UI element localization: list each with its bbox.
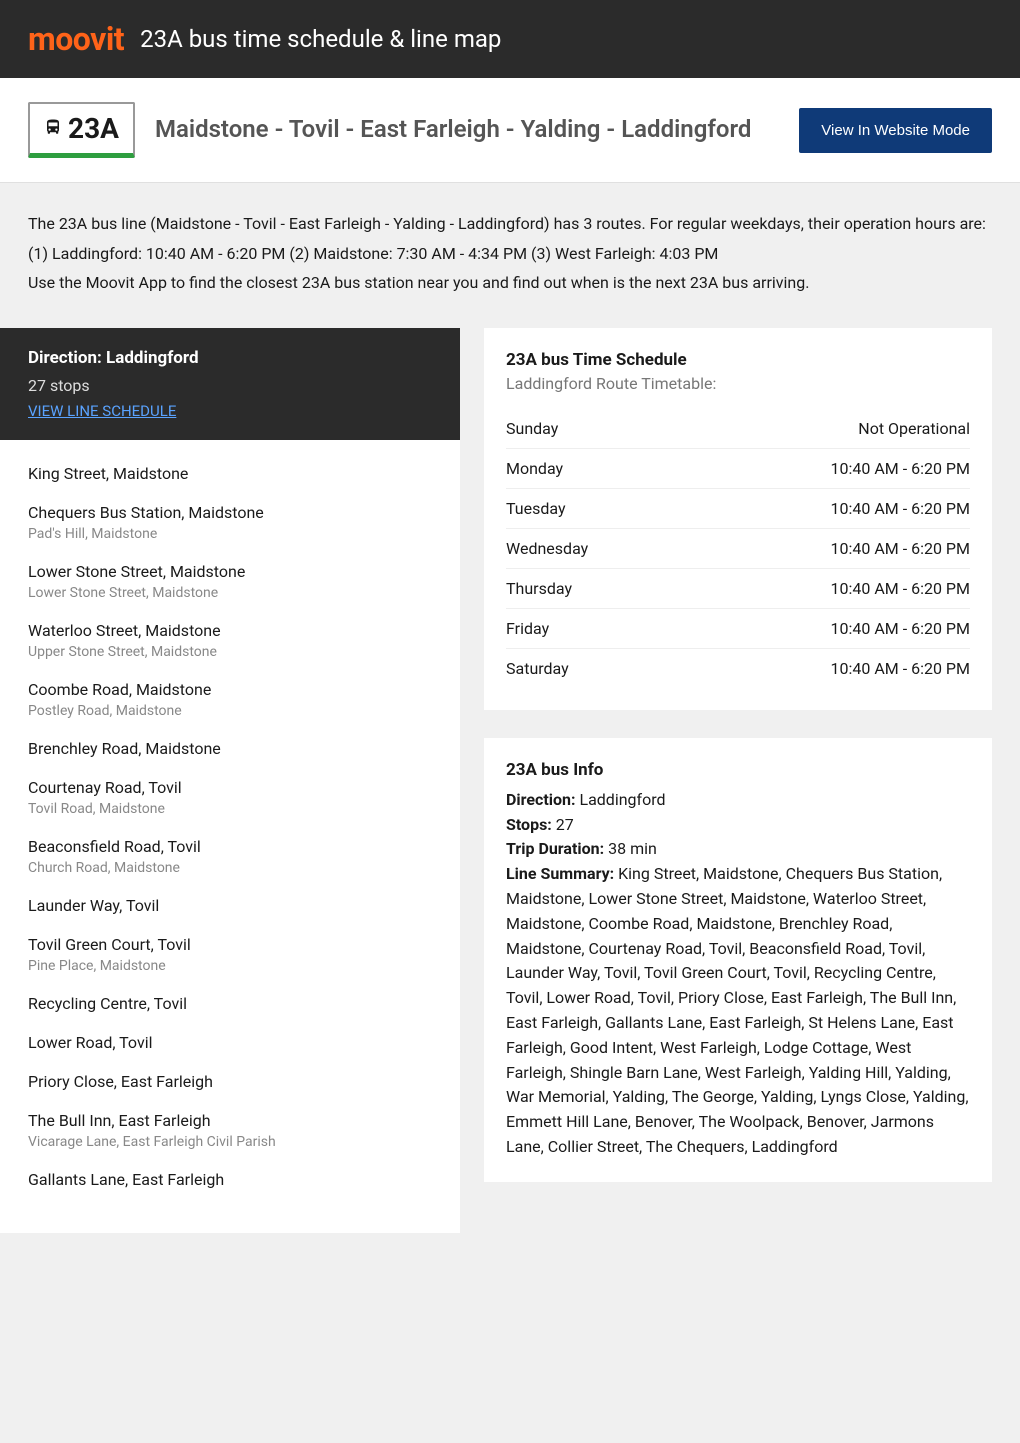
stop-item: Gallants Lane, East Farleigh <box>28 1170 432 1189</box>
schedule-day: Sunday <box>506 409 678 449</box>
info-direction-label: Direction: <box>506 790 575 809</box>
stop-item: Courtenay Road, Tovil Tovil Road, Maidsto… <box>28 778 432 817</box>
stop-item: Beaconsfield Road, Tovil Church Road, Mai… <box>28 837 432 876</box>
schedule-row: Friday10:40 AM - 6:20 PM <box>506 608 970 648</box>
stop-item: Brenchley Road, Maidstone <box>28 739 432 758</box>
stop-sublabel: Lower Stone Street, Maidstone <box>28 585 432 601</box>
stops-count: 27 stops <box>28 376 432 395</box>
schedule-title: 23A bus Time Schedule <box>506 350 970 370</box>
stop-sublabel: Church Road, Maidstone <box>28 860 432 876</box>
stop-item: Lower Road, Tovil <box>28 1033 432 1052</box>
stop-item: Tovil Green Court, Tovil Pine Place, Maid… <box>28 935 432 974</box>
stop-sublabel: Vicarage Lane, East Farleigh Civil Paris… <box>28 1134 432 1150</box>
stop-item: Launder Way, Tovil <box>28 896 432 915</box>
stop-name: Courtenay Road, Tovil <box>28 778 432 797</box>
direction-header: Direction: Laddingford 27 stops VIEW LIN… <box>0 328 460 440</box>
app-header: moovit 23A bus time schedule & line map <box>0 0 1020 78</box>
stop-item: King Street, Maidstone <box>28 464 432 483</box>
stop-item: Recycling Centre, Tovil <box>28 994 432 1013</box>
schedule-time: 10:40 AM - 6:20 PM <box>678 448 970 488</box>
schedule-day: Wednesday <box>506 528 678 568</box>
logo: moovit <box>28 20 124 58</box>
stop-sublabel: Tovil Road, Maidstone <box>28 801 432 817</box>
route-title: Maidstone - Tovil - East Farleigh - Yald… <box>155 114 779 145</box>
schedule-day: Tuesday <box>506 488 678 528</box>
page-title: 23A bus time schedule & line map <box>140 25 501 53</box>
stop-name: Chequers Bus Station, Maidstone <box>28 503 432 522</box>
stop-name: Lower Stone Street, Maidstone <box>28 562 432 581</box>
schedule-day: Saturday <box>506 648 678 688</box>
schedule-row: Monday10:40 AM - 6:20 PM <box>506 448 970 488</box>
schedule-card: 23A bus Time Schedule Laddingford Route … <box>484 328 992 710</box>
schedule-subtitle: Laddingford Route Timetable: <box>506 374 970 393</box>
info-stops-label: Stops: <box>506 815 552 834</box>
schedule-row: SundayNot Operational <box>506 409 970 449</box>
schedule-time: Not Operational <box>678 409 970 449</box>
stop-name: Waterloo Street, Maidstone <box>28 621 432 640</box>
info-summary-value: King Street, Maidstone, Chequers Bus Sta… <box>506 864 969 1156</box>
stop-sublabel: Postley Road, Maidstone <box>28 703 432 719</box>
stop-name: Gallants Lane, East Farleigh <box>28 1170 432 1189</box>
info-duration: Trip Duration: 38 min <box>506 837 970 862</box>
stop-sublabel: Upper Stone Street, Maidstone <box>28 644 432 660</box>
route-badge: 23A <box>28 102 135 158</box>
schedule-time: 10:40 AM - 6:20 PM <box>678 528 970 568</box>
stop-sublabel: Pine Place, Maidstone <box>28 958 432 974</box>
intro-p2: (1) Laddingford: 10:40 AM - 6:20 PM (2) … <box>28 241 992 267</box>
info-direction: Direction: Laddingford <box>506 788 970 813</box>
stops-panel: Direction: Laddingford 27 stops VIEW LIN… <box>0 328 460 1233</box>
schedule-time: 10:40 AM - 6:20 PM <box>678 608 970 648</box>
schedule-time: 10:40 AM - 6:20 PM <box>678 568 970 608</box>
route-header: 23A Maidstone - Tovil - East Farleigh - … <box>0 78 1020 183</box>
stop-name: Lower Road, Tovil <box>28 1033 432 1052</box>
info-title: 23A bus Info <box>506 760 970 780</box>
stop-sublabel: Pad's Hill, Maidstone <box>28 526 432 542</box>
intro-p1: The 23A bus line (Maidstone - Tovil - Ea… <box>28 211 992 237</box>
schedule-row: Wednesday10:40 AM - 6:20 PM <box>506 528 970 568</box>
bus-icon <box>44 118 62 140</box>
stop-name: Beaconsfield Road, Tovil <box>28 837 432 856</box>
stop-item: Chequers Bus Station, Maidstone Pad's Hil… <box>28 503 432 542</box>
route-number: 23A <box>68 112 119 145</box>
stop-name: Brenchley Road, Maidstone <box>28 739 432 758</box>
schedule-day: Friday <box>506 608 678 648</box>
schedule-row: Thursday10:40 AM - 6:20 PM <box>506 568 970 608</box>
schedule-time: 10:40 AM - 6:20 PM <box>678 488 970 528</box>
stop-name: Coombe Road, Maidstone <box>28 680 432 699</box>
schedule-day: Monday <box>506 448 678 488</box>
stop-item: Coombe Road, Maidstone Postley Road, Maid… <box>28 680 432 719</box>
stop-item: Lower Stone Street, Maidstone Lower Stone… <box>28 562 432 601</box>
info-stops-value: 27 <box>556 815 574 834</box>
direction-title: Direction: Laddingford <box>28 348 432 368</box>
intro-p3: Use the Moovit App to find the closest 2… <box>28 270 992 296</box>
stop-name: The Bull Inn, East Farleigh <box>28 1111 432 1130</box>
stop-name: Tovil Green Court, Tovil <box>28 935 432 954</box>
info-duration-value: 38 min <box>608 839 657 858</box>
view-website-button[interactable]: View In Website Mode <box>799 108 992 153</box>
info-duration-label: Trip Duration: <box>506 839 604 858</box>
info-stops: Stops: 27 <box>506 813 970 838</box>
stop-name: Recycling Centre, Tovil <box>28 994 432 1013</box>
info-direction-value: Laddingford <box>579 790 665 809</box>
schedule-table: SundayNot OperationalMonday10:40 AM - 6:… <box>506 409 970 688</box>
schedule-row: Tuesday10:40 AM - 6:20 PM <box>506 488 970 528</box>
stop-name: King Street, Maidstone <box>28 464 432 483</box>
right-column: 23A bus Time Schedule Laddingford Route … <box>484 328 1020 1233</box>
schedule-row: Saturday10:40 AM - 6:20 PM <box>506 648 970 688</box>
stop-item: Waterloo Street, Maidstone Upper Stone St… <box>28 621 432 660</box>
content-wrap: Direction: Laddingford 27 stops VIEW LIN… <box>0 328 1020 1261</box>
stop-name: Priory Close, East Farleigh <box>28 1072 432 1091</box>
schedule-time: 10:40 AM - 6:20 PM <box>678 648 970 688</box>
stop-item: Priory Close, East Farleigh <box>28 1072 432 1091</box>
schedule-day: Thursday <box>506 568 678 608</box>
info-summary: Line Summary: King Street, Maidstone, Ch… <box>506 862 970 1160</box>
info-summary-label: Line Summary: <box>506 864 614 883</box>
stop-item: The Bull Inn, East Farleigh Vicarage Lane… <box>28 1111 432 1150</box>
intro-section: The 23A bus line (Maidstone - Tovil - Ea… <box>0 183 1020 328</box>
info-card: 23A bus Info Direction: Laddingford Stop… <box>484 738 992 1182</box>
stops-list: King Street, Maidstone Chequers Bus Stati… <box>0 440 460 1233</box>
stop-name: Launder Way, Tovil <box>28 896 432 915</box>
view-schedule-link[interactable]: VIEW LINE SCHEDULE <box>28 402 176 420</box>
